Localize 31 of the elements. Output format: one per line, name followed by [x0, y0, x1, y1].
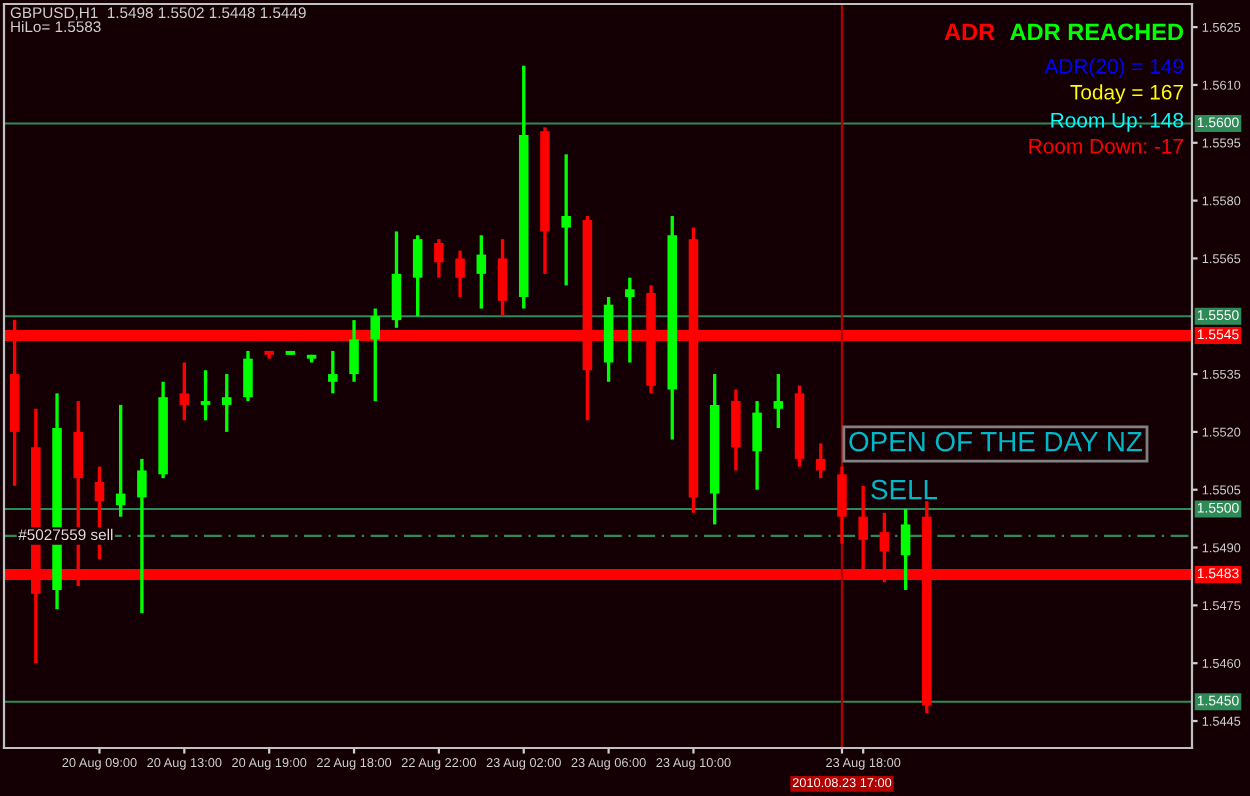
candlestick: [731, 387, 741, 473]
candlestick: [815, 441, 826, 480]
annotation: SELL: [871, 479, 938, 500]
annotation: Room Down: -17: [1029, 139, 1183, 154]
candlestick: [773, 372, 784, 430]
candlestick: [243, 349, 253, 403]
candlestick: [497, 237, 508, 318]
annotation: OPEN OF THE DAY NZ: [849, 431, 1142, 452]
candlestick: [370, 306, 381, 403]
candlestick: [412, 233, 423, 318]
annotation: ADR(20) = 149: [1044, 58, 1184, 78]
annotation: ADR REACHED: [1010, 23, 1183, 41]
annotation: Today = 167: [1070, 84, 1183, 104]
candlestick: [752, 399, 762, 492]
candlestick: [391, 229, 402, 330]
candlestick: [349, 318, 359, 384]
candlestick: [900, 507, 911, 592]
candlestick: [561, 152, 571, 288]
candlestick: [221, 372, 232, 434]
candlestick: [328, 349, 338, 396]
candlestick: [476, 233, 487, 311]
candlestick: [837, 464, 847, 546]
candlestick: [625, 276, 635, 365]
annotation: Room Up: 148: [1051, 112, 1184, 132]
candlestick: [200, 368, 211, 422]
candlestick: [137, 457, 147, 615]
candlestick: [179, 360, 190, 422]
candlestick: [434, 237, 444, 280]
candlestick: [115, 403, 126, 519]
annotation: ADR: [944, 23, 995, 41]
candlestick: [455, 249, 465, 299]
